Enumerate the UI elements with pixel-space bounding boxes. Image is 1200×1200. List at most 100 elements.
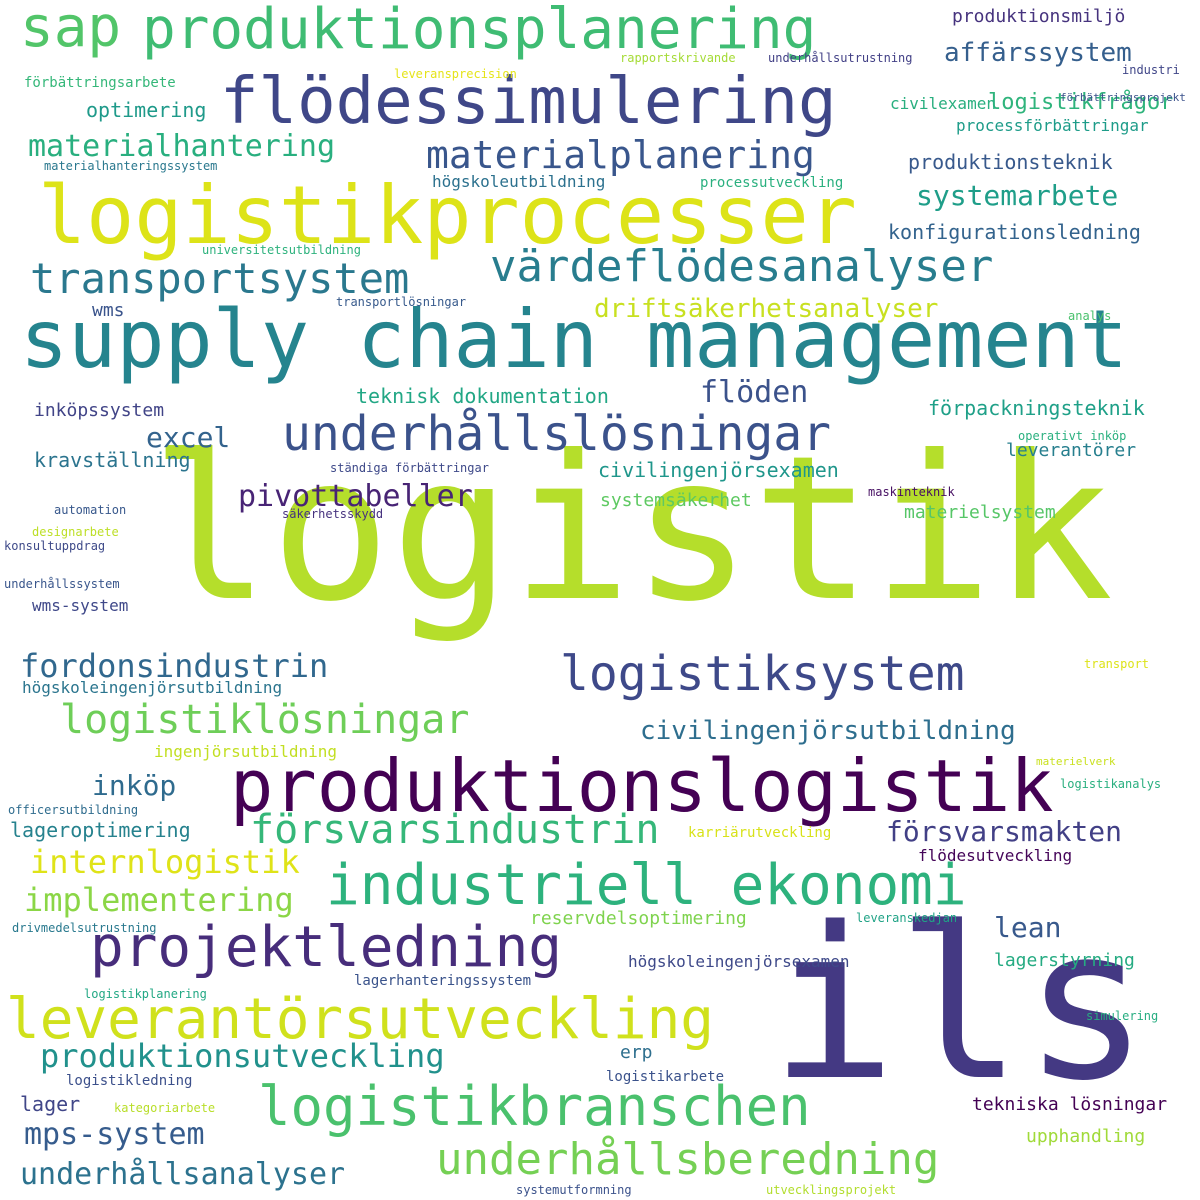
word: analys: [1068, 309, 1112, 323]
word: lagerhanteringssystem: [354, 973, 532, 989]
word: produktionslogistik: [230, 744, 1054, 828]
word: leveransprecision: [394, 67, 517, 81]
word: transportlösningar: [336, 295, 467, 309]
word: logistikbranschen: [258, 1075, 811, 1138]
word: drivmedelsutrustning: [12, 921, 157, 935]
word: underhållssystem: [4, 577, 120, 591]
word: affärssystem: [944, 38, 1132, 68]
word: civilingenjörsutbildning: [640, 716, 1016, 746]
word: erp: [620, 1042, 653, 1063]
word: processutveckling: [700, 175, 844, 191]
word: högskoleingenjörsexamen: [628, 952, 850, 971]
word: sap: [20, 0, 122, 60]
word: tekniska lösningar: [972, 1094, 1168, 1115]
word: projektledning: [90, 915, 563, 980]
word: systemarbete: [916, 179, 1119, 212]
word: lageroptimering: [10, 818, 191, 842]
word: ingenjörsutbildning: [154, 742, 338, 761]
word: produktionsteknik: [908, 150, 1113, 174]
word: reservdelsoptimering: [530, 908, 747, 929]
word: designarbete: [32, 525, 119, 539]
word: operativt inköp: [1018, 429, 1127, 443]
word: värdeflödesanalyser: [490, 241, 994, 292]
word: materielverk: [1036, 755, 1116, 768]
word: automation: [54, 503, 127, 517]
word: produktionsutveckling: [40, 1037, 445, 1075]
word: produktionsmiljö: [952, 6, 1126, 27]
word: logistikledning: [66, 1073, 193, 1089]
word: implementering: [24, 881, 294, 919]
word: materialhanteringssystem: [44, 159, 218, 173]
word: utvecklingsprojekt: [766, 1183, 897, 1197]
word: lager: [20, 1092, 81, 1116]
word: högskoleutbildning: [432, 172, 606, 191]
word: leverantörer: [1006, 440, 1137, 461]
word: wms-system: [32, 596, 129, 615]
word: industriell ekonomi: [326, 853, 967, 918]
word: materialplanering: [426, 133, 815, 177]
word: supply chain management: [20, 293, 1128, 386]
word: ils: [770, 882, 1150, 1127]
word: driftsäkerhetsanalyser: [594, 294, 939, 324]
word: industri: [1122, 63, 1180, 77]
word: produktionsplanering: [142, 0, 817, 62]
word: flödesutveckling: [918, 846, 1073, 865]
word: kravställning: [34, 448, 191, 472]
word: systemsäkerhet: [600, 490, 752, 511]
word: konsultuppdrag: [4, 539, 106, 553]
word: wms: [92, 300, 125, 321]
word: logistikanalys: [1060, 777, 1162, 791]
word: underhållsutrustning: [768, 51, 913, 65]
word: officersutbildning: [8, 803, 139, 817]
word: upphandling: [1026, 1126, 1146, 1147]
word: inköp: [92, 769, 177, 802]
word: inköpssystem: [34, 400, 165, 421]
word: maskinteknik: [868, 485, 955, 499]
word: mps-system: [24, 1117, 205, 1152]
word: ständiga förbättringar: [330, 461, 489, 475]
word: säkerhetsskydd: [282, 507, 384, 521]
word: civilexamen: [890, 94, 996, 113]
word: leverantörsutveckling: [6, 987, 715, 1052]
word: lagerstyrning: [994, 950, 1135, 971]
word: lean: [994, 911, 1062, 944]
word: försvarsindustrin: [250, 807, 660, 853]
word: försvarsmakten: [886, 815, 1123, 848]
word: logistikfrågor: [988, 90, 1174, 115]
word: optimering: [86, 98, 207, 122]
word: flödessimulering: [220, 65, 837, 139]
word: logistikplanering: [84, 987, 207, 1001]
word: materialhantering: [28, 129, 336, 164]
word: pivottabeller: [238, 479, 473, 514]
word: processförbättringar: [956, 116, 1149, 135]
word: logistiksystem: [560, 646, 965, 702]
word: excel: [146, 421, 231, 454]
word: underhållsberedning: [436, 1134, 940, 1185]
word: underhållsanalyser: [20, 1157, 346, 1192]
word: karriärutveckling: [688, 825, 832, 841]
word: teknisk dokumentation: [356, 384, 609, 408]
word: logistik: [150, 413, 1114, 646]
word: logistikarbete: [606, 1069, 725, 1085]
word: materielsystem: [904, 502, 1056, 523]
word: simulering: [1086, 1009, 1159, 1023]
word: civilingenjörsexamen: [598, 458, 839, 482]
word: logistiklösningar: [60, 697, 470, 743]
word: transportsystem: [30, 254, 410, 303]
word: underhållslösningar: [282, 406, 832, 462]
word: transport: [1084, 657, 1150, 671]
word: förbättringsprojekt: [1060, 91, 1186, 104]
word: förpackningsteknik: [928, 396, 1145, 420]
word: leveranskedjan: [856, 911, 958, 925]
word: förbättringsarbete: [24, 75, 176, 91]
word: universitetsutbildning: [202, 243, 361, 257]
word: systemutformning: [516, 1183, 632, 1197]
word: logistikprocesser: [38, 169, 857, 262]
word: rapportskrivande: [620, 51, 736, 65]
word: kategoriarbete: [114, 1101, 216, 1115]
word: fordonsindustrin: [20, 647, 329, 685]
word: högskoleingenjörsutbildning: [22, 678, 283, 697]
word: flöden: [700, 375, 809, 410]
word: konfigurationsledning: [888, 220, 1141, 244]
